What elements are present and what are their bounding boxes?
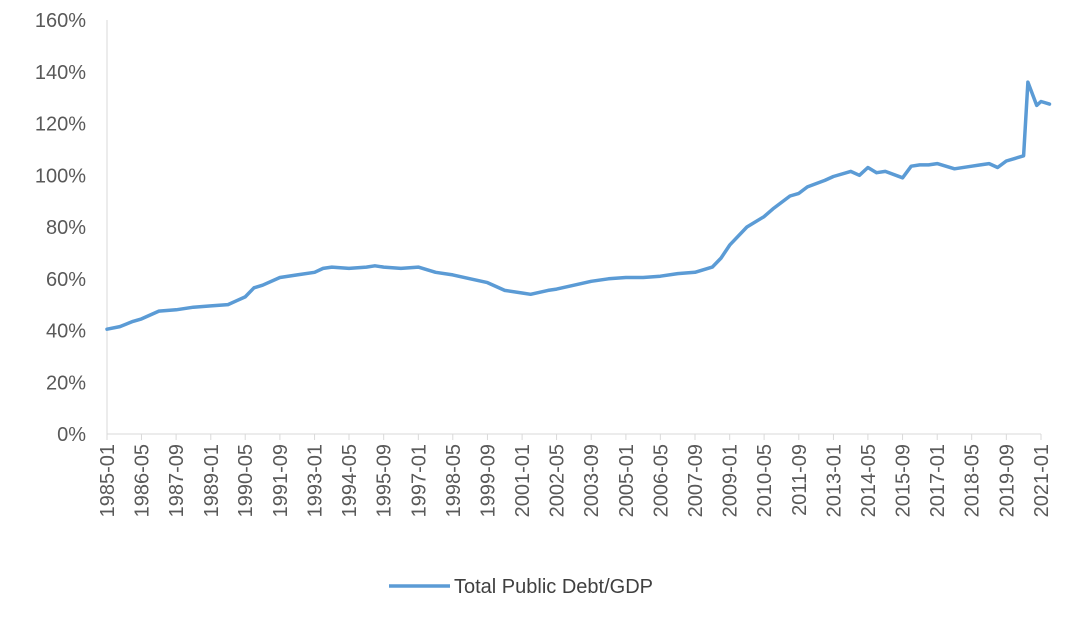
x-tick-label: 1994-05 (339, 444, 361, 517)
y-tick-label: 120% (35, 114, 86, 136)
y-tick-label: 0% (57, 424, 86, 446)
x-tick-label: 2015-09 (893, 444, 915, 517)
series-line (105, 80, 1052, 331)
y-tick-label: 80% (46, 217, 86, 239)
x-tick-label: 2003-09 (581, 444, 603, 517)
x-tick-label: 2007-09 (685, 444, 707, 517)
y-axis-ticks: 0% 20% 40% 60% 80% 100% 120% 140% 160% (35, 10, 86, 446)
legend-label: Total Public Debt/GDP (454, 576, 653, 598)
x-tick-label: 2011-09 (789, 444, 811, 516)
x-tick-label: 1991-09 (270, 444, 292, 517)
y-tick-label: 60% (46, 269, 86, 291)
x-tick-label: 2018-05 (962, 444, 984, 517)
x-tick-label: 1998-05 (443, 444, 465, 517)
x-tick-label: 2001-01 (512, 444, 534, 517)
y-tick-label: 100% (35, 165, 86, 187)
x-axis-ticks: 1985-01 1986-05 1987-09 1989-01 1990-05 1991-… (97, 434, 1053, 517)
x-tick-label: 2002-05 (547, 444, 569, 517)
x-tick-label: 1993-01 (305, 444, 327, 517)
x-tick-label: 2017-01 (927, 444, 949, 517)
x-tick-label: 2010-05 (754, 444, 776, 517)
x-tick-label: 2009-01 (720, 444, 742, 517)
x-tick-label: 2019-09 (996, 444, 1018, 517)
x-tick-label: 2005-01 (616, 444, 638, 517)
x-tick-label: 1989-01 (201, 444, 223, 517)
x-tick-label: 2021-01 (1031, 444, 1053, 517)
x-tick-label: 1987-09 (166, 444, 188, 517)
y-tick-label: 40% (46, 321, 86, 343)
x-tick-label: 2006-05 (650, 444, 672, 517)
y-tick-label: 140% (35, 62, 86, 84)
y-tick-label: 160% (35, 10, 86, 32)
x-tick-label: 1997-01 (408, 444, 430, 517)
x-tick-label: 1999-09 (477, 444, 499, 517)
x-tick-label: 1985-01 (97, 444, 119, 517)
x-tick-label: 2014-05 (858, 444, 880, 517)
x-tick-label: 1995-09 (374, 444, 396, 517)
x-tick-label: 2013-01 (823, 444, 845, 517)
series-layer (105, 80, 1052, 331)
y-tick-label: 20% (46, 372, 86, 394)
x-tick-label: 1986-05 (131, 444, 153, 517)
legend: Total Public Debt/GDP (389, 576, 653, 598)
x-tick-label: 1990-05 (235, 444, 257, 517)
